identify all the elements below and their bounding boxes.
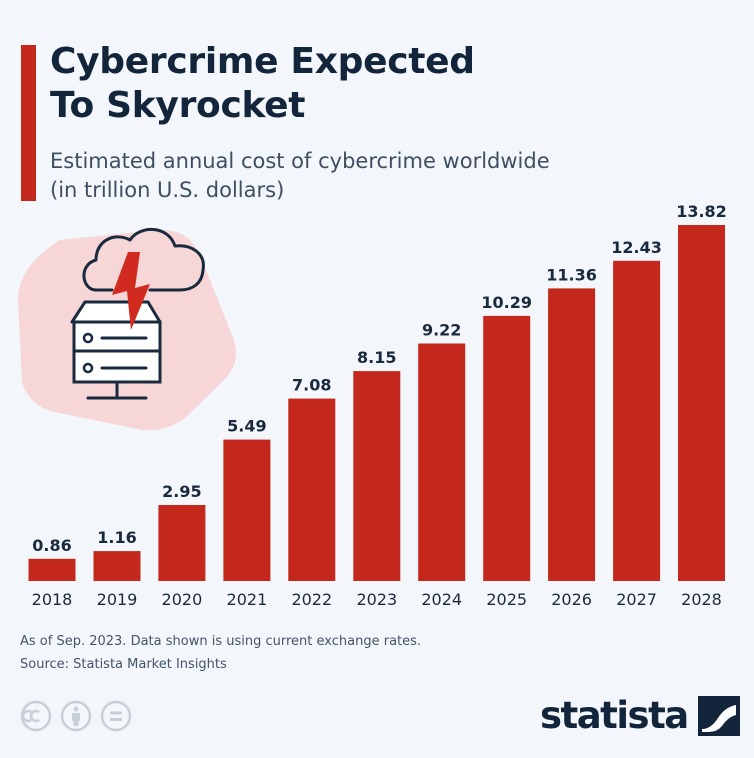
chart-subtitle-line-2: (in trillion U.S. dollars) (50, 178, 285, 202)
cc-license-icon[interactable] (20, 700, 52, 732)
x-tick-label: 2022 (291, 590, 332, 609)
statista-logo[interactable]: statista (540, 694, 740, 738)
x-tick-label: 2020 (162, 590, 203, 609)
brand-name: statista (540, 694, 689, 737)
bar-value-label: 1.16 (97, 528, 136, 547)
bar-value-label: 9.22 (422, 321, 461, 340)
source-note: Source: Statista Market Insights (20, 657, 227, 672)
statista-logo-icon (697, 696, 740, 736)
bar-value-label: 10.29 (481, 293, 532, 312)
chart-subtitle: Estimated annual cost of cybercrime worl… (50, 147, 550, 205)
bar-value-label: 2.95 (162, 482, 201, 501)
chart-title: Cybercrime Expected To Skyrocket (50, 40, 475, 128)
x-tick-label: 2023 (356, 590, 397, 609)
bar-2018[interactable] (28, 558, 76, 581)
chart-title-line-2: To Skyrocket (50, 85, 306, 126)
x-tick-label: 2025 (486, 590, 527, 609)
chart-title-line-1: Cybercrime Expected (50, 41, 475, 82)
x-tick-label: 2027 (616, 590, 657, 609)
no-derivatives-icon[interactable] (100, 700, 132, 732)
x-tick-label: 2019 (97, 590, 138, 609)
bar-2023[interactable] (353, 371, 401, 581)
footnote: As of Sep. 2023. Data shown is using cur… (20, 630, 421, 676)
bar-2022[interactable] (288, 398, 336, 581)
bar-value-label: 0.86 (32, 536, 71, 555)
chart-subtitle-line-1: Estimated annual cost of cybercrime worl… (50, 149, 550, 173)
bar-2027[interactable] (613, 260, 661, 581)
bar-value-label: 11.36 (546, 265, 597, 284)
x-tick-label: 2018 (32, 590, 73, 609)
license-icons (20, 700, 132, 732)
x-tick-label: 2024 (421, 590, 462, 609)
bar-value-label: 7.08 (292, 376, 331, 395)
bar-value-label: 8.15 (357, 348, 396, 367)
bars: 0.86 2018 1.16 2019 2.95 2020 5.49 2021 7.08 2022… (28, 202, 727, 609)
x-tick-label: 2028 (681, 590, 722, 609)
attribution-icon[interactable] (60, 700, 92, 732)
data-note: As of Sep. 2023. Data shown is using cur… (20, 634, 422, 649)
bar-value-label: 5.49 (227, 417, 266, 436)
cloud-server-lightning-icon (18, 227, 237, 431)
x-tick-label: 2026 (551, 590, 592, 609)
bar-2025[interactable] (483, 315, 531, 581)
title-accent-bar (21, 45, 36, 201)
bar-2019[interactable] (93, 551, 141, 581)
bar-2028[interactable] (678, 225, 725, 581)
bar-2021[interactable] (223, 439, 271, 581)
x-tick-label: 2021 (227, 590, 268, 609)
bar-2026[interactable] (548, 288, 596, 581)
bar-2020[interactable] (158, 505, 206, 581)
bar-2024[interactable] (418, 343, 466, 582)
bar-value-label: 12.43 (611, 238, 662, 257)
bar-value-label: 13.82 (676, 202, 727, 221)
